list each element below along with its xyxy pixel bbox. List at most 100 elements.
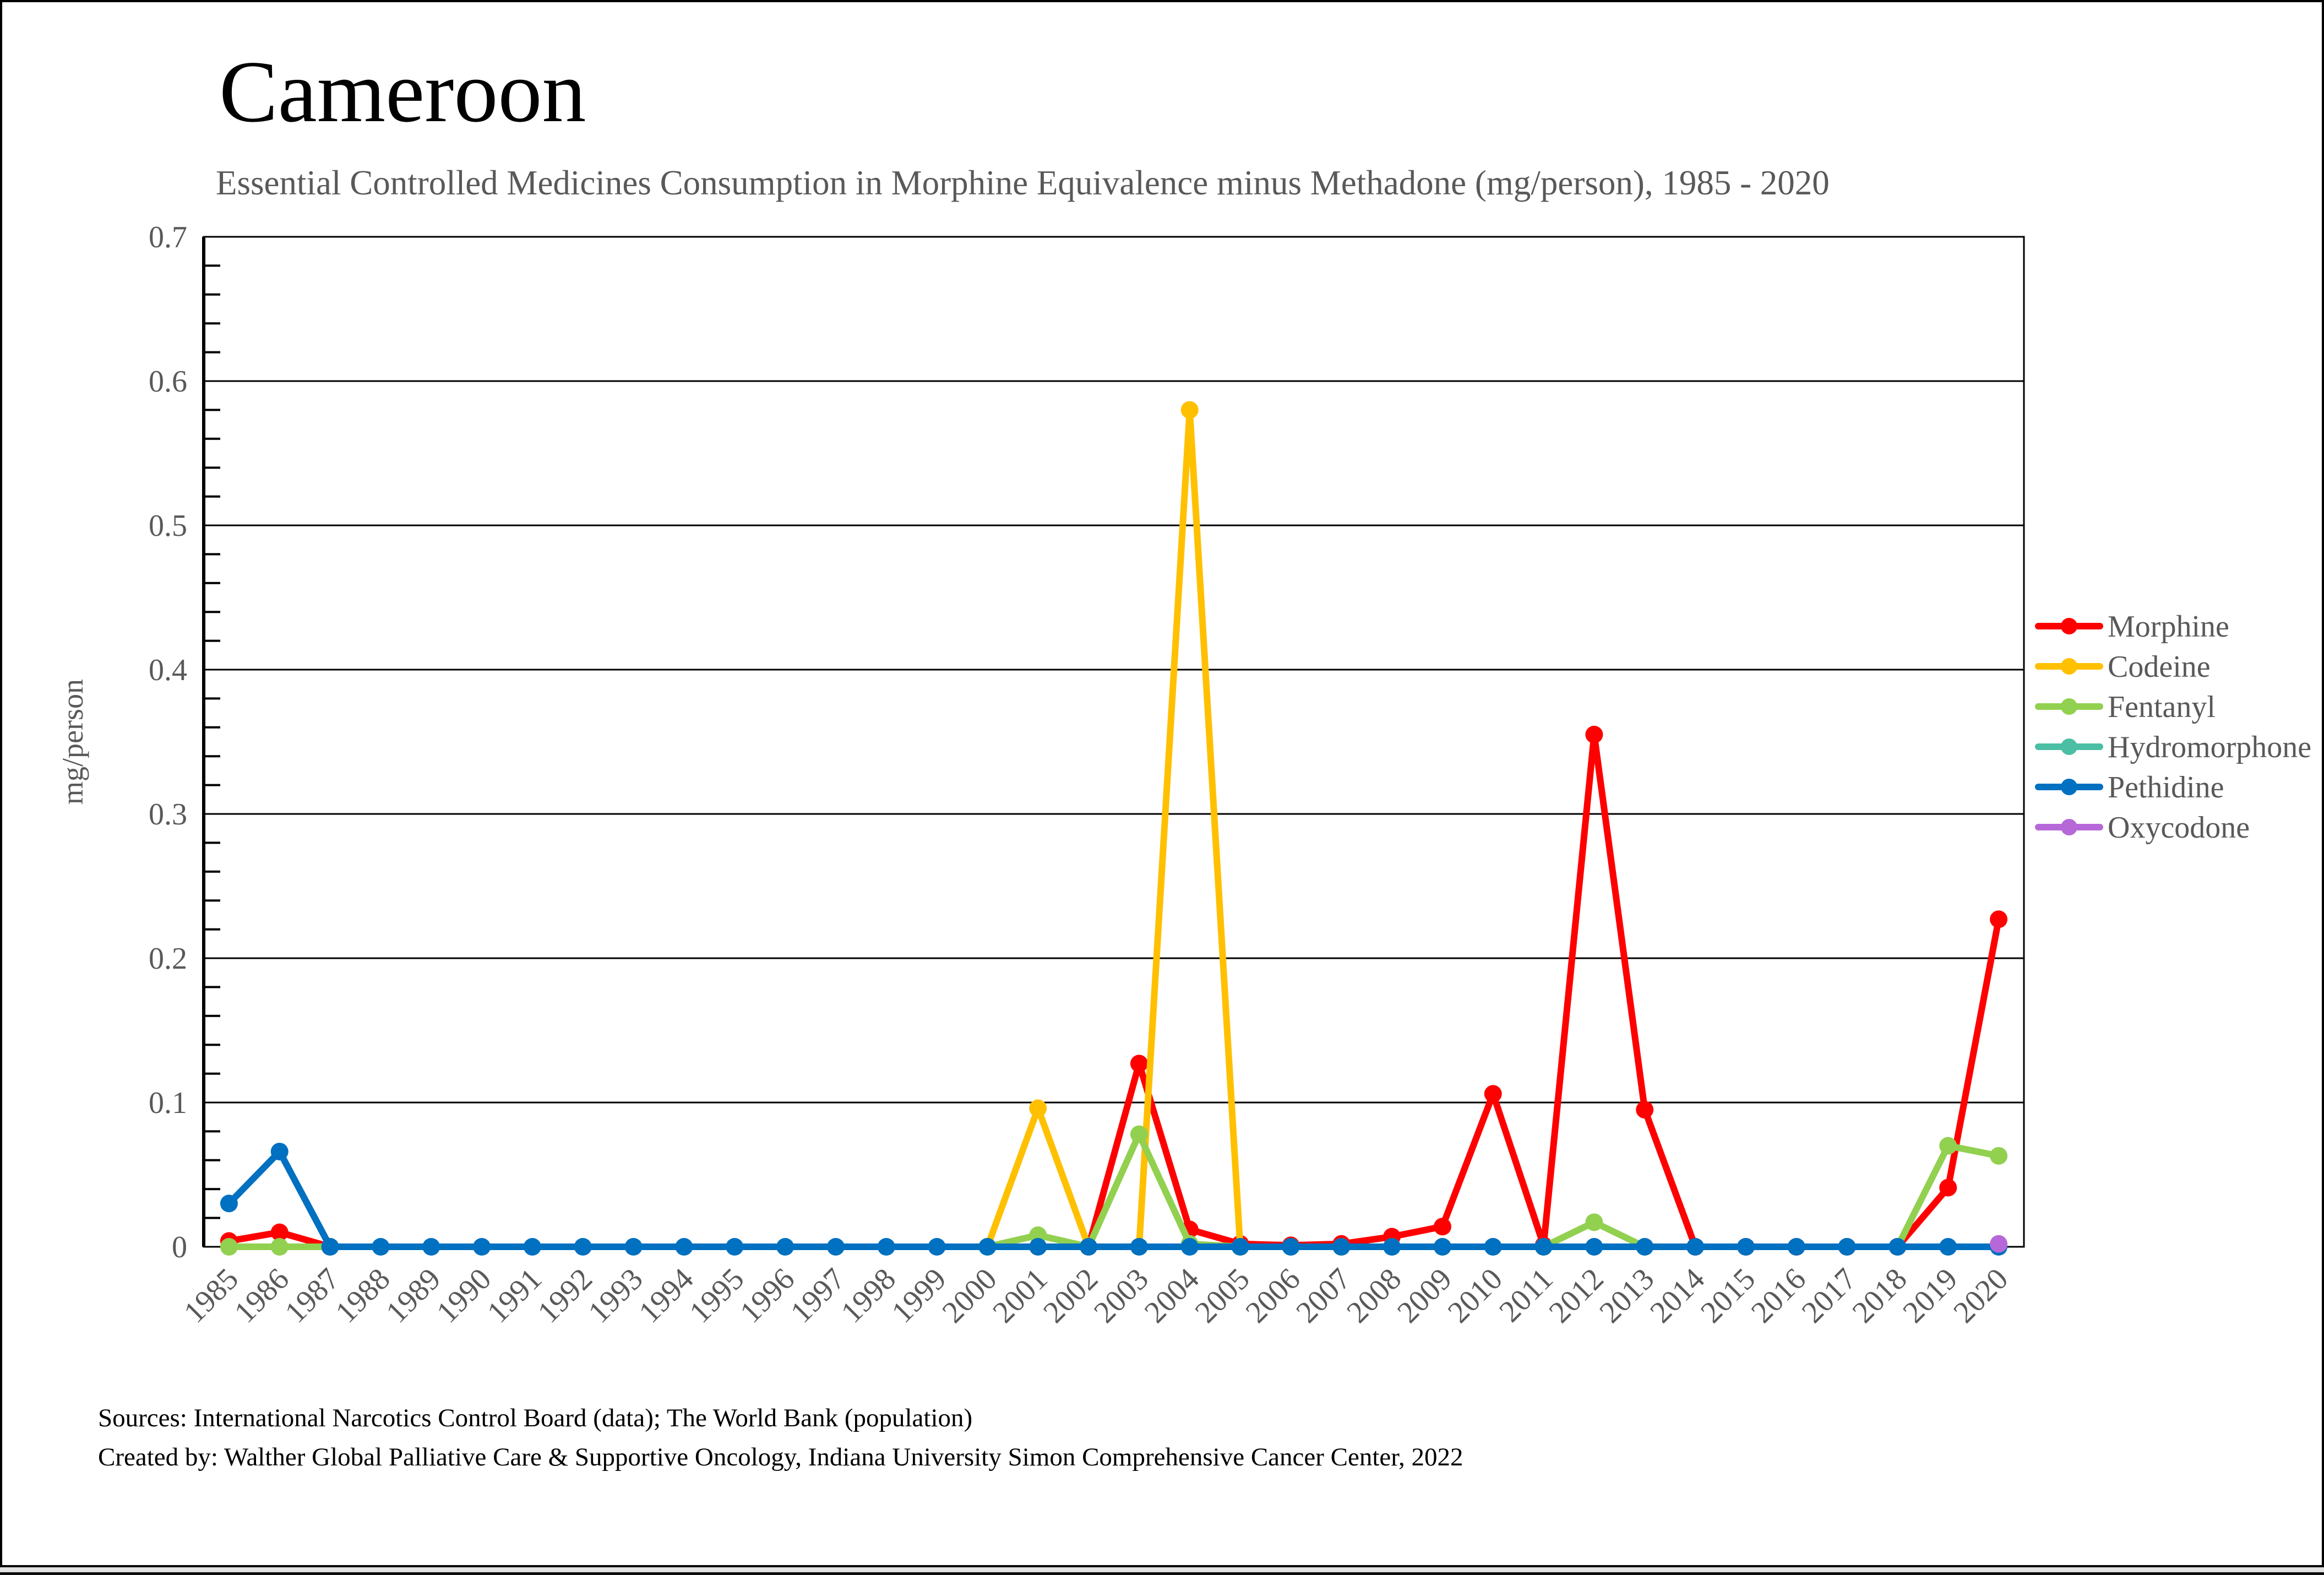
data-point-morphine (1585, 725, 1603, 743)
data-point-pethidine (1585, 1238, 1603, 1256)
data-point-morphine (270, 1223, 289, 1241)
x-tick-label: 2011 (1493, 1262, 1560, 1329)
y-tick-label: 0 (172, 1230, 187, 1264)
legend-item-fentanyl: Fentanyl (2035, 690, 2216, 724)
y-tick-label: 0.4 (149, 653, 187, 687)
y-axis-label: mg/person (56, 679, 89, 805)
data-point-pethidine (928, 1238, 946, 1256)
x-tick-label: 2012 (1543, 1262, 1610, 1329)
data-point-oxycodone (1990, 1235, 2008, 1253)
legend-item-oxycodone: Oxycodone (2035, 811, 2250, 845)
x-tick-label: 1992 (531, 1262, 599, 1329)
x-tick-label: 1996 (733, 1262, 801, 1329)
data-point-pethidine (1433, 1238, 1451, 1256)
data-point-pethidine (473, 1238, 491, 1256)
x-tick-label: 2016 (1745, 1262, 1813, 1329)
legend-marker-dot (2061, 738, 2077, 755)
data-point-pethidine (1180, 1238, 1199, 1256)
data-point-fentanyl (1990, 1147, 2008, 1165)
legend-label: Oxycodone (2108, 811, 2250, 845)
footer: Sources: International Narcotics Control… (98, 1399, 1463, 1478)
x-tick-label: 2009 (1391, 1262, 1458, 1329)
chart-subtitle: Essential Controlled Medicines Consumpti… (216, 164, 1830, 202)
data-point-morphine (1939, 1178, 1957, 1197)
y-tick-label: 0.1 (149, 1086, 187, 1120)
data-point-pethidine (1282, 1238, 1300, 1256)
data-point-pethidine (1080, 1238, 1098, 1256)
x-tick-label: 2015 (1694, 1262, 1762, 1329)
legend-marker-dot (2061, 819, 2077, 835)
legend-label: Hydromorphone (2108, 730, 2311, 764)
data-point-pethidine (422, 1238, 440, 1256)
data-point-pethidine (1636, 1238, 1654, 1256)
x-tick-label: 1985 (177, 1262, 245, 1329)
x-tick-label: 1991 (481, 1262, 548, 1329)
x-tick-label: 2018 (1846, 1262, 1914, 1329)
x-tick-label: 1986 (228, 1262, 296, 1329)
x-tick-label: 2005 (1189, 1262, 1256, 1329)
footer-created-by: Created by: Walther Global Palliative Ca… (98, 1443, 1463, 1472)
x-tick-label: 1999 (885, 1262, 953, 1329)
legend-label: Codeine (2108, 650, 2211, 684)
page-title: Cameroon (219, 42, 586, 140)
x-tick-label: 2001 (986, 1262, 1054, 1329)
data-point-fentanyl (1130, 1125, 1148, 1143)
data-point-pethidine (1484, 1238, 1502, 1256)
x-tick-label: 2017 (1795, 1262, 1863, 1329)
data-point-pethidine (574, 1238, 592, 1256)
x-tick-label: 2003 (1087, 1262, 1155, 1329)
data-point-pethidine (1231, 1238, 1249, 1256)
x-tick-label: 2008 (1340, 1262, 1408, 1329)
x-tick-label: 1995 (683, 1262, 750, 1329)
data-point-fentanyl (1939, 1137, 1957, 1155)
legend-item-pethidine: Pethidine (2035, 770, 2224, 805)
x-tick-label: 1993 (582, 1262, 650, 1329)
legend-label: Pethidine (2108, 770, 2224, 805)
data-point-pethidine (220, 1194, 238, 1213)
data-point-pethidine (1939, 1238, 1957, 1256)
legend-marker-dot (2061, 698, 2077, 715)
data-point-fentanyl (220, 1238, 238, 1256)
x-tick-label: 1997 (784, 1262, 852, 1329)
data-point-pethidine (1787, 1238, 1805, 1256)
data-point-pethidine (675, 1238, 693, 1256)
data-point-morphine (1990, 910, 2008, 928)
x-tick-label: 2020 (1947, 1262, 2015, 1329)
legend-item-morphine: Morphine (2035, 610, 2229, 644)
data-point-codeine (1029, 1099, 1047, 1117)
legend-marker-dot (2061, 779, 2077, 795)
x-tick-label: 1989 (379, 1262, 447, 1329)
data-point-codeine (1180, 401, 1199, 419)
data-point-pethidine (1888, 1238, 1907, 1256)
footer-sources: Sources: International Narcotics Control… (98, 1404, 973, 1432)
data-point-pethidine (776, 1238, 794, 1256)
legend-marker-dot (2061, 658, 2077, 675)
data-point-fentanyl (270, 1238, 289, 1256)
data-point-pethidine (372, 1238, 390, 1256)
x-tick-label: 1998 (835, 1262, 902, 1329)
x-tick-label: 2000 (936, 1262, 1004, 1329)
y-tick-label: 0.7 (149, 220, 187, 254)
data-point-fentanyl (1585, 1213, 1603, 1231)
legend-label: Morphine (2108, 610, 2229, 644)
legend-label: Fentanyl (2108, 690, 2216, 724)
data-point-pethidine (1838, 1238, 1856, 1256)
data-point-morphine (1130, 1055, 1148, 1073)
data-point-pethidine (978, 1238, 997, 1256)
data-point-pethidine (523, 1238, 541, 1256)
x-tick-label: 1988 (329, 1262, 397, 1329)
data-point-pethidine (270, 1143, 289, 1161)
legend-marker-dot (2061, 618, 2077, 634)
data-point-pethidine (1383, 1238, 1401, 1256)
data-point-pethidine (624, 1238, 643, 1256)
data-point-pethidine (1332, 1238, 1351, 1256)
data-point-pethidine (1029, 1238, 1047, 1256)
x-tick-label: 2006 (1239, 1262, 1307, 1329)
data-point-pethidine (1130, 1238, 1148, 1256)
bottom-black-strip (0, 1572, 2324, 1575)
data-point-pethidine (726, 1238, 744, 1256)
data-point-pethidine (1534, 1238, 1553, 1256)
